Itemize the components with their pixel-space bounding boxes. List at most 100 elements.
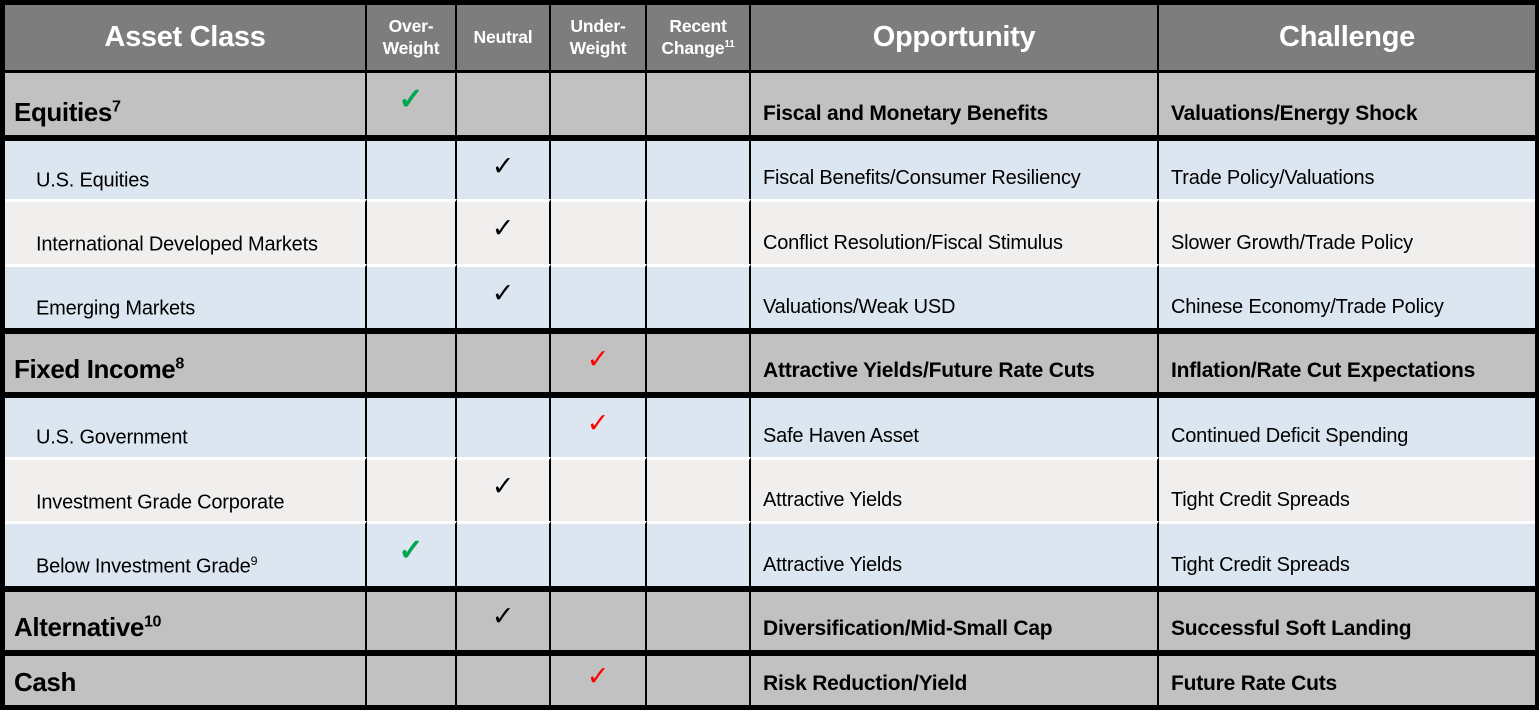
- table-row-alternative: Alternative10 ✓ Diversification/Mid-Smal…: [5, 585, 1535, 650]
- opportunity-cell: Attractive Yields: [751, 456, 1159, 522]
- column-header-over-weight: Over- Weight: [367, 5, 457, 71]
- asset-class-label: Emerging Markets: [36, 298, 196, 321]
- neutral-cell: [457, 70, 551, 135]
- challenge-cell: Tight Credit Spreads: [1159, 456, 1535, 522]
- asset-class-cell: International Developed Markets: [5, 199, 367, 264]
- column-header-recent-change: Recent Change11: [647, 5, 751, 71]
- over-weight-cell: [367, 456, 457, 522]
- asset-class-label: Alternative: [14, 611, 144, 642]
- table-row-investment-grade-corporate: Investment Grade Corporate ✓ Attractive …: [5, 456, 1535, 522]
- over-weight-cell: [367, 392, 457, 457]
- opportunity-cell: Fiscal Benefits/Consumer Resiliency: [751, 134, 1159, 200]
- asset-class-cell: Below Investment Grade9: [5, 521, 367, 586]
- over-weight-cell: ✓: [367, 70, 457, 135]
- neutral-cell: ✓: [457, 456, 551, 522]
- table-row-international-developed-markets: International Developed Markets ✓ Confli…: [5, 199, 1535, 264]
- opportunity-cell: Attractive Yields/Future Rate Cuts: [751, 328, 1159, 393]
- asset-class-cell: U.S. Government: [5, 392, 367, 457]
- recent-change-line1: Recent: [669, 15, 727, 36]
- asset-class-cell: Alternative10: [5, 585, 367, 650]
- asset-class-label: International Developed Markets: [36, 233, 318, 256]
- opportunity-cell: Fiscal and Monetary Benefits: [751, 70, 1159, 135]
- under-weight-cell: [551, 70, 647, 135]
- opportunity-cell: Safe Haven Asset: [751, 392, 1159, 457]
- neutral-cell: [457, 392, 551, 457]
- table-row-equities: Equities7 ✓ Fiscal and Monetary Benefits…: [5, 70, 1535, 135]
- column-header-opportunity: Opportunity: [751, 5, 1159, 71]
- asset-class-label: U.S. Equities: [36, 169, 150, 192]
- column-header-challenge: Challenge: [1159, 5, 1535, 71]
- neutral-cell: [457, 521, 551, 586]
- over-weight-cell: [367, 649, 457, 705]
- over-weight-cell: [367, 585, 457, 650]
- challenge-cell: Future Rate Cuts: [1159, 649, 1535, 705]
- footnote-ref: 10: [143, 612, 162, 631]
- neutral-cell: [457, 649, 551, 705]
- asset-class-label: Equities: [14, 96, 112, 127]
- asset-allocation-table: Asset Class Over- Weight Neutral Under- We…: [5, 5, 1535, 705]
- asset-class-cell: U.S. Equities: [5, 134, 367, 200]
- opportunity-cell: Diversification/Mid-Small Cap: [751, 585, 1159, 650]
- asset-class-label: U.S. Government: [36, 426, 188, 449]
- check-icon: ✓: [586, 408, 610, 439]
- over-weight-cell: [367, 199, 457, 264]
- check-icon: ✓: [398, 533, 424, 567]
- asset-class-cell: Cash: [5, 649, 367, 705]
- asset-class-cell: Emerging Markets: [5, 263, 367, 329]
- recent-change-cell: [647, 199, 751, 264]
- neutral-cell: ✓: [457, 134, 551, 200]
- under-weight-cell: ✓: [551, 649, 647, 705]
- opportunity-cell: Conflict Resolution/Fiscal Stimulus: [751, 199, 1159, 264]
- under-weight-line2: Weight: [569, 37, 627, 58]
- over-weight-cell: [367, 134, 457, 200]
- table-row-us-equities: U.S. Equities ✓ Fiscal Benefits/Consumer…: [5, 134, 1535, 200]
- check-icon: ✓: [491, 150, 515, 181]
- challenge-cell: Valuations/Energy Shock: [1159, 70, 1535, 135]
- check-icon: ✓: [398, 83, 424, 117]
- asset-class-label: Investment Grade Corporate: [36, 491, 285, 514]
- neutral-header-label: Neutral: [473, 26, 533, 47]
- check-icon: ✓: [586, 343, 610, 374]
- table-row-fixed-income: Fixed Income8 ✓ Attractive Yields/Future…: [5, 328, 1535, 393]
- footnote-ref: 7: [111, 97, 121, 116]
- neutral-cell: [457, 328, 551, 393]
- challenge-header-label: Challenge: [1279, 21, 1415, 54]
- challenge-cell: Continued Deficit Spending: [1159, 392, 1535, 457]
- asset-class-label: Below Investment Grade: [36, 555, 251, 578]
- over-weight-line1: Over-: [388, 15, 434, 36]
- check-icon: ✓: [491, 601, 515, 632]
- opportunity-cell: Attractive Yields: [751, 521, 1159, 586]
- under-weight-cell: [551, 456, 647, 522]
- under-weight-line1: Under-: [570, 15, 626, 36]
- asset-class-header-label: Asset Class: [104, 21, 266, 54]
- table-header-row: Asset Class Over- Weight Neutral Under- We…: [5, 5, 1535, 71]
- neutral-cell: ✓: [457, 199, 551, 264]
- check-icon: ✓: [491, 470, 515, 501]
- recent-change-cell: [647, 585, 751, 650]
- column-header-asset-class: Asset Class: [5, 5, 367, 71]
- neutral-cell: ✓: [457, 585, 551, 650]
- challenge-cell: Trade Policy/Valuations: [1159, 134, 1535, 200]
- asset-class-label: Fixed Income: [14, 354, 176, 385]
- recent-change-cell: [647, 649, 751, 705]
- over-weight-cell: ✓: [367, 521, 457, 586]
- table-row-emerging-markets: Emerging Markets ✓ Valuations/Weak USD C…: [5, 263, 1535, 329]
- challenge-cell: Slower Growth/Trade Policy: [1159, 199, 1535, 264]
- check-icon: ✓: [586, 660, 610, 691]
- footnote-ref: 9: [250, 553, 258, 568]
- recent-change-cell: [647, 70, 751, 135]
- under-weight-cell: ✓: [551, 392, 647, 457]
- column-header-neutral: Neutral: [457, 5, 551, 71]
- under-weight-cell: [551, 263, 647, 329]
- under-weight-cell: [551, 521, 647, 586]
- recent-change-cell: [647, 263, 751, 329]
- check-icon: ✓: [491, 213, 515, 244]
- opportunity-cell: Valuations/Weak USD: [751, 263, 1159, 329]
- challenge-cell: Chinese Economy/Trade Policy: [1159, 263, 1535, 329]
- neutral-cell: ✓: [457, 263, 551, 329]
- under-weight-cell: [551, 134, 647, 200]
- asset-class-cell: Fixed Income8: [5, 328, 367, 393]
- table-row-us-government: U.S. Government ✓ Safe Haven Asset Conti…: [5, 392, 1535, 457]
- footnote-ref: 8: [175, 354, 184, 373]
